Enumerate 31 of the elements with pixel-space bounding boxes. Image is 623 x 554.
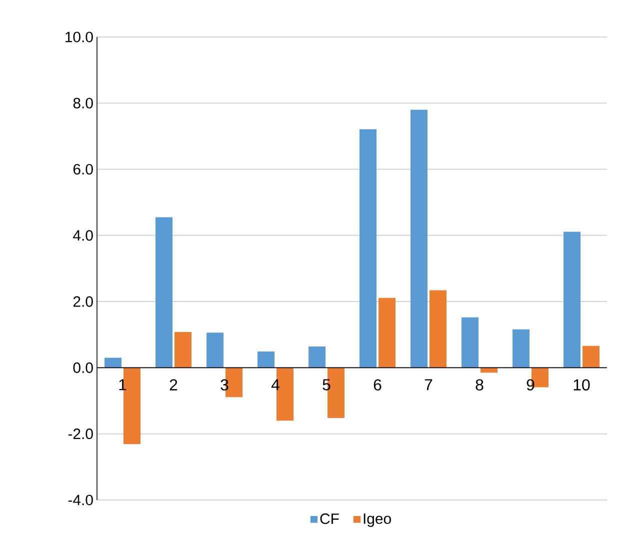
x-tick-label: 7 [424, 379, 432, 390]
legend-label: CF [320, 513, 339, 524]
y-tick-label: -4.0 [68, 494, 93, 506]
bar [258, 351, 275, 368]
bar [564, 232, 581, 368]
y-tick-label: 6.0 [73, 164, 93, 175]
bar [104, 358, 122, 368]
bar [360, 129, 377, 368]
x-tick-label: 10 [574, 379, 590, 390]
bar [156, 217, 173, 368]
bar [308, 346, 326, 368]
legend-label: Igeo [364, 514, 391, 527]
bar [582, 346, 600, 368]
x-tick-label: 9 [526, 379, 534, 390]
y-tick-label: 10.0 [66, 32, 93, 42]
y-tick-label: 0.0 [73, 362, 93, 373]
bar [480, 368, 498, 373]
bar [462, 317, 479, 368]
x-tick-label: 2 [170, 379, 178, 390]
y-tick-label: 2.0 [73, 296, 93, 307]
y-tick-label: -2.0 [68, 428, 93, 440]
bar [206, 332, 224, 368]
y-tick-label: 4.0 [73, 230, 93, 241]
bar [430, 290, 447, 368]
bar [410, 110, 428, 368]
bar [378, 298, 396, 368]
y-tick-label: 8.0 [73, 98, 93, 108]
bar [512, 329, 530, 368]
bar [174, 332, 192, 368]
x-tick-label: 8 [476, 379, 484, 390]
x-tick-label: 6 [374, 379, 382, 390]
